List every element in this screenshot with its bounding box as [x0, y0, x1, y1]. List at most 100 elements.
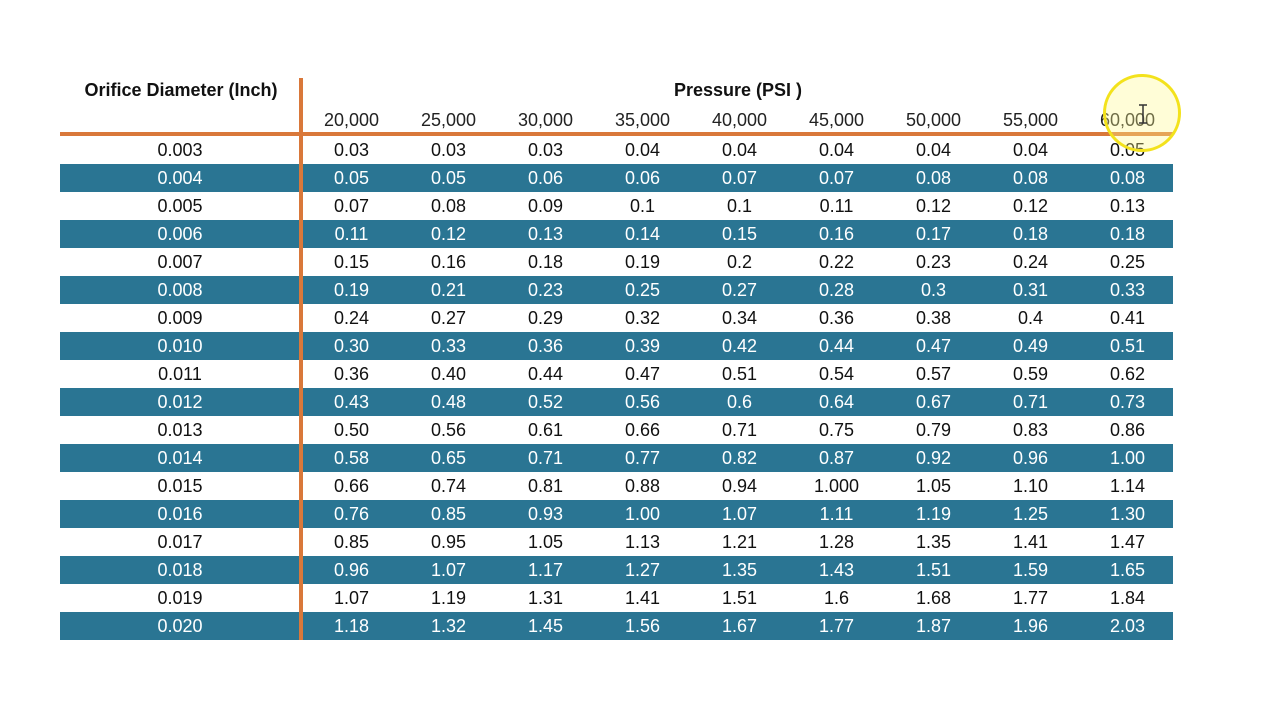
flow-value-cell: 0.07: [818, 168, 855, 188]
flow-value-cell: 0.16: [818, 224, 855, 244]
orifice-diameter-cell: 0.004: [157, 168, 203, 188]
flow-value-cell: 1.18: [333, 616, 370, 636]
value-cells: 0.24 0.27 0.29 0.32 0.34 0.36 0.38 0.4 0.41: [303, 304, 1176, 332]
flow-value-cell: 1.00: [624, 504, 661, 524]
flow-value-cell: 0.51: [1109, 336, 1146, 356]
flow-value-cell: 1.35: [721, 560, 758, 580]
flow-value-cell: 0.56: [430, 420, 467, 440]
flow-value-cell: 0.38: [915, 308, 952, 328]
column-header: 25,000: [420, 110, 477, 130]
flow-value-cell: 0.25: [1109, 252, 1146, 272]
flow-value-cell: 1.31: [527, 588, 564, 608]
flow-value-cell: 1.11: [819, 504, 854, 524]
flow-value-cell: 0.03: [430, 140, 467, 160]
flow-value-cell: 0.03: [333, 140, 370, 160]
value-cells: 0.03 0.03 0.03 0.04 0.04 0.04 0.04 0.04 0.05: [303, 136, 1176, 164]
flow-value-cell: 1.25: [1012, 504, 1049, 524]
flow-value-cell: 0.23: [527, 280, 564, 300]
flow-value-cell: 0.65: [430, 448, 467, 468]
flow-value-cell: 0.83: [1012, 420, 1049, 440]
flow-value-cell: 1.77: [818, 616, 855, 636]
value-cells: 0.05 0.05 0.06 0.06 0.07 0.07 0.08 0.08 0.08: [303, 164, 1176, 192]
data-table-body: 0.003 0.03 0.03 0.03 0.04 0.04 0.04 0.04 0.04 0.0…: [60, 136, 1173, 640]
flow-value-cell: 0.19: [624, 252, 661, 272]
table-row: 0.013 0.50 0.56 0.61 0.66 0.71 0.75 0.79 0.83 0.8…: [60, 416, 1173, 444]
flow-value-cell: 1.59: [1012, 560, 1049, 580]
flow-value-cell: 0.85: [333, 532, 370, 552]
flow-value-cell: 0.04: [721, 140, 758, 160]
flow-value-cell: 0.61: [527, 420, 564, 440]
flow-value-cell: 0.16: [430, 252, 467, 272]
flow-value-cell: 0.71: [527, 448, 564, 468]
flow-value-cell: 0.06: [527, 168, 564, 188]
flow-value-cell: 0.71: [721, 420, 758, 440]
flow-value-cell: 0.44: [818, 336, 855, 356]
row-header-title: Orifice Diameter (Inch): [84, 80, 278, 100]
flow-value-cell: 0.49: [1012, 336, 1049, 356]
value-cells: 0.58 0.65 0.71 0.77 0.82 0.87 0.92 0.96 1.00: [303, 444, 1176, 472]
flow-value-cell: 1.47: [1109, 532, 1146, 552]
flow-value-cell: 0.19: [333, 280, 370, 300]
flow-value-cell: 0.18: [527, 252, 564, 272]
flow-value-cell: 1.56: [624, 616, 661, 636]
value-cells: 0.19 0.21 0.23 0.25 0.27 0.28 0.3 0.31 0.33: [303, 276, 1176, 304]
flow-value-cell: 0.12: [430, 224, 467, 244]
value-cells: 0.07 0.08 0.09 0.1 0.1 0.11 0.12 0.12 0.13: [303, 192, 1176, 220]
value-cells: 0.76 0.85 0.93 1.00 1.07 1.11 1.19 1.25 1.30: [303, 500, 1176, 528]
cursor-highlight-icon: [1103, 74, 1181, 152]
flow-value-cell: 0.11: [819, 196, 854, 216]
flow-value-cell: 0.88: [624, 476, 661, 496]
table-row: 0.008 0.19 0.21 0.23 0.25 0.27 0.28 0.3 0.31 0.33: [60, 276, 1173, 304]
flow-value-cell: 0.40: [430, 364, 467, 384]
flow-value-cell: 0.74: [430, 476, 467, 496]
flow-value-cell: 1.05: [915, 476, 952, 496]
flow-value-cell: 0.24: [333, 308, 370, 328]
flow-value-cell: 0.39: [624, 336, 661, 356]
value-cells: 0.66 0.74 0.81 0.88 0.94 1.000 1.05 1.10 1.14: [303, 472, 1176, 500]
orifice-diameter-cell: 0.005: [157, 196, 203, 216]
flow-value-cell: 0.52: [527, 392, 564, 412]
flow-value-cell: 0.04: [1012, 140, 1049, 160]
value-cells: 0.85 0.95 1.05 1.13 1.21 1.28 1.35 1.41 1.47: [303, 528, 1176, 556]
flow-value-cell: 0.12: [915, 196, 952, 216]
table-row: 0.018 0.96 1.07 1.17 1.27 1.35 1.43 1.51 1.59 1.6…: [60, 556, 1173, 584]
flow-value-cell: 0.47: [624, 364, 661, 384]
orifice-diameter-cell: 0.009: [157, 308, 203, 328]
flow-value-cell: 0.41: [1109, 308, 1146, 328]
flow-value-cell: 0.22: [818, 252, 855, 272]
table-row: 0.020 1.18 1.32 1.45 1.56 1.67 1.77 1.87 1.96 2.0…: [60, 612, 1173, 640]
flow-value-cell: 0.36: [527, 336, 564, 356]
value-cells: 0.11 0.12 0.13 0.14 0.15 0.16 0.17 0.18 0.18: [303, 220, 1176, 248]
flow-value-cell: 0.6: [726, 392, 753, 412]
flow-value-cell: 0.06: [624, 168, 661, 188]
flow-value-cell: 0.3: [920, 280, 947, 300]
table-row: 0.004 0.05 0.05 0.06 0.06 0.07 0.07 0.08 0.08 0.0…: [60, 164, 1173, 192]
flow-value-cell: 1.32: [430, 616, 467, 636]
label-column-divider: [299, 78, 303, 640]
flow-value-cell: 0.64: [818, 392, 855, 412]
flow-value-cell: 0.4: [1017, 308, 1044, 328]
flow-value-cell: 0.71: [1012, 392, 1049, 412]
column-header: 30,000: [517, 110, 574, 130]
flow-value-cell: 0.47: [915, 336, 952, 356]
flow-value-cell: 1.13: [624, 532, 661, 552]
flow-value-cell: 0.87: [818, 448, 855, 468]
flow-value-cell: 1.43: [818, 560, 855, 580]
flow-value-cell: 1.10: [1012, 476, 1049, 496]
table-row: 0.007 0.15 0.16 0.18 0.19 0.2 0.22 0.23 0.24 0.25: [60, 248, 1173, 276]
flow-value-cell: 0.94: [721, 476, 758, 496]
flow-value-cell: 0.77: [624, 448, 661, 468]
column-header: 55,000: [1002, 110, 1059, 130]
flow-value-cell: 1.84: [1109, 588, 1146, 608]
flow-value-cell: 1.28: [818, 532, 855, 552]
value-cells: 0.15 0.16 0.18 0.19 0.2 0.22 0.23 0.24 0.25: [303, 248, 1176, 276]
flow-value-cell: 0.04: [624, 140, 661, 160]
flow-value-cell: 0.07: [721, 168, 758, 188]
flow-value-cell: 0.08: [1012, 168, 1049, 188]
flow-value-cell: 0.48: [430, 392, 467, 412]
flow-value-cell: 0.18: [1109, 224, 1146, 244]
flow-value-cell: 0.59: [1012, 364, 1049, 384]
flow-value-cell: 0.17: [915, 224, 952, 244]
flow-value-cell: 0.25: [624, 280, 661, 300]
table-row: 0.010 0.30 0.33 0.36 0.39 0.42 0.44 0.47 0.49 0.5…: [60, 332, 1173, 360]
